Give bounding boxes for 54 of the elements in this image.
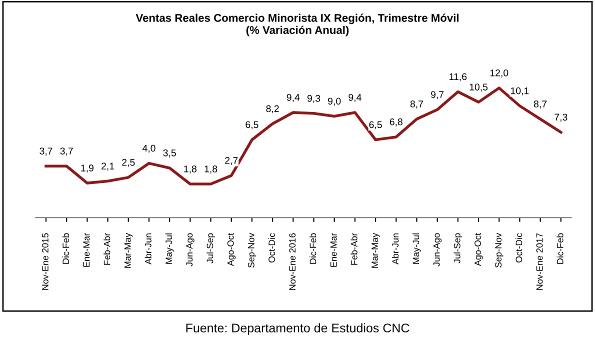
data-label: 7,3 bbox=[554, 114, 568, 122]
x-tick-label: Mar-May bbox=[124, 232, 133, 268]
data-label: 12,0 bbox=[490, 69, 508, 78]
source-note: Fuente: Departamento de Estudios CNC bbox=[186, 323, 410, 335]
data-label: 9,4 bbox=[348, 94, 362, 102]
data-label: 11,6 bbox=[450, 73, 467, 82]
x-tick-label: Ago-Oct bbox=[474, 232, 483, 266]
data-label: 1,9 bbox=[81, 164, 94, 173]
x-tick-label: Oct-Dic bbox=[268, 233, 275, 263]
x-tick-label: Dic-Feb bbox=[62, 233, 70, 264]
x-tick-label: Sep-Nov bbox=[248, 232, 256, 268]
x-tick-label: Nov-Ene 2017 bbox=[536, 233, 543, 290]
x-tick-label: May-Jul bbox=[165, 233, 174, 264]
data-label: 10,1 bbox=[510, 87, 529, 96]
data-label: 3,7 bbox=[40, 148, 52, 156]
x-tick-label: Abr-Jun bbox=[144, 233, 152, 264]
x-tick-label: Dic-Feb bbox=[556, 233, 564, 264]
data-label: 9,3 bbox=[307, 94, 320, 103]
data-label: 2,5 bbox=[122, 158, 135, 167]
x-tick-label: Ago-Oct bbox=[227, 232, 236, 266]
x-tick-label: Sep-Nov bbox=[495, 232, 504, 268]
data-label: 1,8 bbox=[204, 165, 218, 174]
data-label: 4,0 bbox=[142, 144, 156, 153]
x-tick-label: Ene-Mar bbox=[83, 233, 90, 267]
x-tick-label: Jun-Ago bbox=[433, 233, 442, 266]
data-label: 1,8 bbox=[184, 165, 197, 174]
data-label: 9,0 bbox=[328, 98, 341, 106]
data-label: 6,5 bbox=[369, 121, 382, 130]
data-label: 8,7 bbox=[410, 100, 423, 109]
x-tick-label: Ene-Mar bbox=[330, 233, 337, 267]
data-label: 8,7 bbox=[534, 100, 547, 109]
x-tick-label: Oct-Dic bbox=[516, 233, 522, 263]
chart-title: Ventas Reales Comercio Minorista IX Región, Trimestre Móvil (% Variación Anual) bbox=[136, 14, 458, 36]
x-tick-label: Nov-Ene 2015 bbox=[42, 233, 48, 290]
data-label: 2,7 bbox=[225, 157, 238, 166]
data-label: 2,1 bbox=[102, 162, 114, 171]
data-label: 8,2 bbox=[266, 105, 279, 114]
x-tick-label: Nov-Ene 2016 bbox=[289, 233, 296, 290]
data-label: 3,7 bbox=[60, 148, 73, 156]
data-label: 10,5 bbox=[470, 84, 488, 92]
data-label: 9,7 bbox=[431, 91, 444, 100]
data-label: 3,5 bbox=[163, 149, 176, 158]
x-tick-label: Mar-May bbox=[372, 232, 380, 268]
x-tick-label: Jul-Sep bbox=[206, 233, 215, 264]
x-tick-label: Feb-Abr bbox=[350, 233, 358, 265]
x-tick-label: Feb-Abr bbox=[104, 233, 110, 265]
data-label: 6,5 bbox=[246, 121, 258, 130]
x-tick-label: May-Jul bbox=[412, 233, 421, 264]
x-tick-label: Jun-Ago bbox=[186, 233, 194, 266]
x-tick-label: Dic-Feb bbox=[310, 233, 316, 264]
data-label: 9,4 bbox=[286, 94, 300, 102]
data-label: 6,8 bbox=[390, 118, 402, 126]
x-tick-label: Jul-Sep bbox=[454, 233, 462, 264]
x-tick-label: Abr-Jun bbox=[392, 233, 399, 264]
